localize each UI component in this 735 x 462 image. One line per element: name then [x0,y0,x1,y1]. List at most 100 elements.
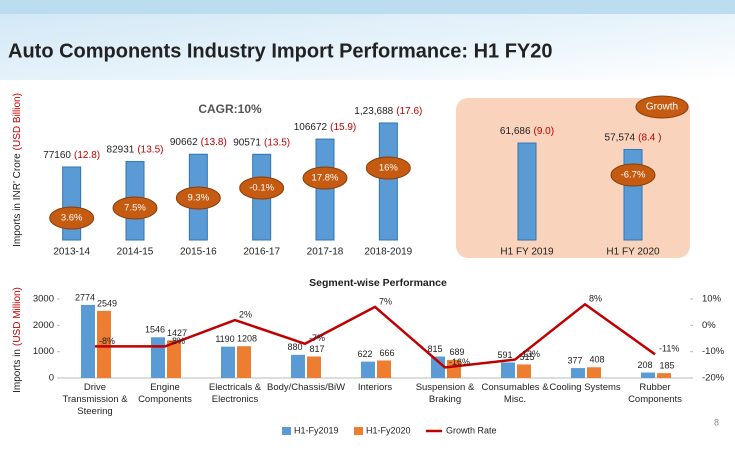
value-label: 57,574 (8.4 ) [605,132,662,143]
bar [291,354,305,378]
value-label: 880 [287,342,302,352]
growth-label: 3.6% [61,213,83,224]
bar [378,122,398,241]
growth-oval [49,206,95,230]
bar [501,362,515,378]
y-tick-label: 3000 [33,294,54,305]
value-label-inr: 82931 [107,144,135,155]
growth-oval [365,156,411,180]
value-label: 2549 [97,298,117,308]
value-label-inr: 57,574 [605,132,636,143]
value-label: 515 [519,352,534,362]
bar [517,142,537,241]
growth-oval [302,166,348,190]
y-axis-title: Imports in INR' Crore (USD Billion) [12,93,23,247]
value-label-inr: 1,23,688 [354,106,393,117]
value-label-usd: (13.8) [201,137,227,148]
x-tick-label: 2016-17 [243,247,280,258]
value-label: 591 [497,350,512,360]
growth-label: -0.1% [249,183,274,194]
panel [456,98,690,258]
value-label: 622 [357,349,372,359]
value-label: 208 [637,360,652,370]
x-tick-label: Suspension & Braking [415,382,475,405]
bar [151,337,165,378]
value-label: 1546 [145,325,165,335]
growth-oval [610,163,656,187]
value-label: 377 [567,355,582,365]
line-value-label: 8% [589,294,602,304]
value-label: 90662 (13.8) [170,137,227,148]
bar [237,346,251,378]
x-tick-label: Drive Transmission & Steering [62,382,128,417]
x-tick-label: Electricals & Electronics [208,382,262,405]
annotation: CAGR:10% [198,102,262,116]
legend-label: H1-Fy2019 [294,425,339,435]
legend-label: Growth [646,102,678,113]
y-axis-title-unit: (USD Million) [12,287,23,346]
value-label: 2774 [75,292,95,302]
growth-label: 17.8% [312,173,339,184]
x-tick-label: Interiors [357,382,393,393]
y-tick-label: 1000 [33,346,54,357]
value-label: 666 [379,348,394,358]
value-label-inr: 106672 [294,122,328,133]
line-value-label: -16% [449,357,470,367]
y-tick-label: 0 [49,373,54,384]
growth-oval [112,196,158,220]
value-label: 1,23,688 (17.6) [354,106,422,117]
legend-swatch [354,427,363,435]
y-tick-label: 2000 [33,320,54,331]
legend-oval [635,95,689,119]
y2-tick-label: 0% [702,320,716,331]
x-tick-label: Body/Chassis/BiW [267,382,346,393]
bar [315,138,335,241]
value-label: 817 [309,344,324,354]
bar [81,304,95,378]
x-tick-label: 2017-18 [307,247,344,258]
value-label-usd: (13.5) [137,144,163,155]
y2-tick-label: -20% [702,373,725,384]
y-axis-title-unit: (USD Billion) [12,93,23,150]
y-axis-title-text: Imports in INR' Crore [12,153,23,247]
value-label-usd: (12.8) [74,150,100,161]
value-label: 689 [449,347,464,357]
x-tick-label: 2018-2019 [364,247,412,258]
line-value-label: -11% [659,344,679,354]
bar [307,356,321,378]
bar [517,364,531,378]
value-label-inr: 61,686 [500,126,531,137]
bar [641,372,655,378]
growth-label: -6.7% [621,170,646,181]
value-label-usd: (13.5) [264,137,290,148]
value-label: 408 [589,355,604,365]
bar [167,340,181,378]
line-value-label: -8% [99,336,115,346]
x-tick-label: 2014-15 [117,247,154,258]
value-label: 815 [427,344,442,354]
value-label: 82931 (13.5) [107,144,164,155]
x-tick-label: 2015-16 [180,247,217,258]
value-label: 90571 (13.5) [233,137,290,148]
value-label-inr: 90571 [233,137,261,148]
bar [571,368,585,378]
x-tick-label: H1 FY 2020 [606,247,660,258]
value-label-inr: 90662 [170,137,198,148]
value-label: 61,686 (9.0) [500,126,554,137]
value-label-usd: (15.9) [330,122,356,133]
x-tick-label: H1 FY 2019 [500,247,554,258]
y2-tick-label: -10% [702,346,725,357]
value-label-usd: (8.4 ) [638,132,661,143]
x-tick-label: Consumables & Misc. [481,382,549,405]
value-label-usd: (9.0) [534,126,555,137]
bar [657,373,671,378]
x-tick-label: 2013-14 [53,247,90,258]
value-label: 1190 [215,334,234,344]
bar [377,360,391,378]
y-axis-title: Imports in (USD Million) [12,287,23,393]
bar [221,346,235,378]
value-label-inr: 77160 [43,150,71,161]
line-value-label: -8% [169,336,185,346]
bar [447,359,461,378]
